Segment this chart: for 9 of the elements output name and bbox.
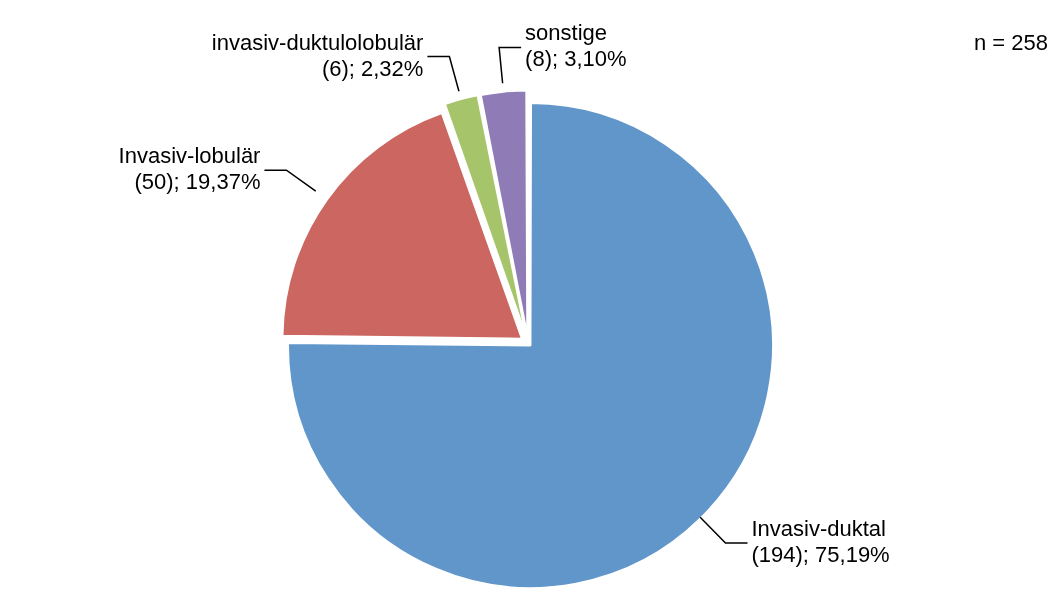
slice-label: Invasiv-lobulär	[118, 143, 261, 169]
data-label: (50); 19,37%	[134, 169, 261, 195]
slice-label: invasiv-duktulolobulär	[211, 29, 424, 55]
text: n = 258	[973, 30, 1048, 56]
data-label: (6); 2,32%	[321, 55, 424, 81]
data-label: (8); 3,10%	[525, 46, 627, 72]
data-label: (194); 75,19%	[751, 541, 890, 567]
slice-label: sonstige	[525, 20, 608, 46]
slice-label: Invasiv-duktal	[751, 515, 886, 541]
